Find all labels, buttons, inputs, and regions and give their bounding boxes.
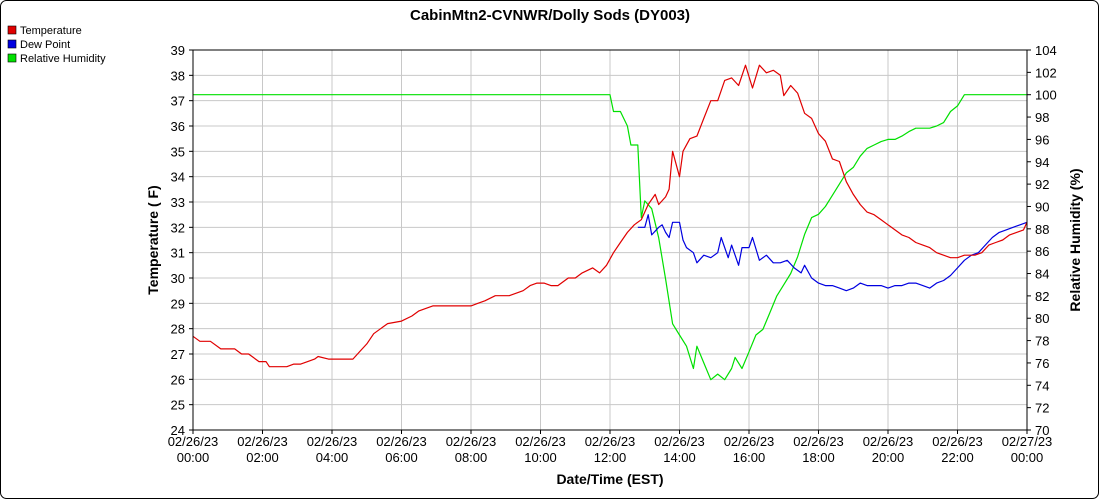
y-tick-label: 32 xyxy=(171,220,185,235)
x-tick-time: 00:00 xyxy=(177,450,210,465)
x-tick-date: 02/26/23 xyxy=(307,434,358,449)
x-tick-time: 08:00 xyxy=(455,450,488,465)
y2-tick-label: 84 xyxy=(1035,267,1049,282)
legend-label-relative-humidity: Relative Humidity xyxy=(20,53,106,65)
x-tick-time: 06:00 xyxy=(385,450,418,465)
y-tick-label: 28 xyxy=(171,322,185,337)
y2-tick-label: 98 xyxy=(1035,110,1049,125)
y2-tick-label: 76 xyxy=(1035,356,1049,371)
legend-label-temperature: Temperature xyxy=(20,25,82,37)
y2-tick-label: 100 xyxy=(1035,88,1057,103)
y-axis-ticks: 24 25 26 27 28 29 30 31 32 33 34 35 36 37 38 39 xyxy=(171,43,193,438)
y2-tick-label: 88 xyxy=(1035,222,1049,237)
x-tick-date: 02/26/23 xyxy=(932,434,983,449)
x-tick-date: 02/26/23 xyxy=(168,434,219,449)
series-layer xyxy=(192,64,1028,381)
legend-swatch-temperature xyxy=(7,25,17,35)
legend-swatch-dew-point xyxy=(7,39,17,49)
x-tick-date: 02/26/23 xyxy=(237,434,288,449)
y2-tick-label: 80 xyxy=(1035,311,1049,326)
series-line-temperature xyxy=(192,64,1028,368)
x-tick-time: 02:00 xyxy=(246,450,279,465)
y2-tick-label: 92 xyxy=(1035,177,1049,192)
x-tick-date: 02/27/23 xyxy=(1002,434,1053,449)
y2-tick-label: 78 xyxy=(1035,334,1049,349)
x-tick-time: 14:00 xyxy=(663,450,696,465)
y-tick-label: 25 xyxy=(171,398,185,413)
y-tick-label: 33 xyxy=(171,195,185,210)
x-axis-title: Date/Time (EST) xyxy=(556,471,663,487)
y-tick-label: 34 xyxy=(171,170,185,185)
x-tick-time: 16:00 xyxy=(733,450,766,465)
y-axis-title: Temperature ( F) xyxy=(145,185,161,294)
y2-tick-label: 90 xyxy=(1035,199,1049,214)
y2-axis-title: Relative Humidity (%) xyxy=(1067,168,1083,311)
y-tick-label: 37 xyxy=(171,94,185,109)
y2-tick-label: 82 xyxy=(1035,289,1049,304)
x-tick-time: 10:00 xyxy=(524,450,557,465)
y2-tick-label: 96 xyxy=(1035,132,1049,147)
y-tick-label: 36 xyxy=(171,119,185,134)
x-tick-date: 02/26/23 xyxy=(585,434,636,449)
y2-tick-label: 72 xyxy=(1035,401,1049,416)
x-tick-date: 02/26/23 xyxy=(724,434,775,449)
y2-tick-label: 104 xyxy=(1035,43,1057,58)
x-tick-date: 02/26/23 xyxy=(515,434,566,449)
y2-tick-label: 102 xyxy=(1035,65,1057,80)
y2-tick-label: 74 xyxy=(1035,378,1049,393)
x-tick-date: 02/26/23 xyxy=(793,434,844,449)
x-tick-time: 20:00 xyxy=(872,450,905,465)
x-tick-date: 02/26/23 xyxy=(863,434,914,449)
y-tick-label: 27 xyxy=(171,347,185,362)
y-tick-label: 24 xyxy=(171,423,185,438)
y-tick-label: 39 xyxy=(171,43,185,58)
y-tick-label: 29 xyxy=(171,296,185,311)
legend: Temperature Dew Point Relative Humidity xyxy=(7,25,106,65)
y-tick-label: 38 xyxy=(171,68,185,83)
chart-title: CabinMtn2-CVNWR/Dolly Sods (DY003) xyxy=(410,7,690,24)
x-axis-ticks: 02/26/2300:0002/26/2302:0002/26/2304:000… xyxy=(168,430,1053,465)
x-tick-time: 12:00 xyxy=(594,450,627,465)
x-tick-time: 22:00 xyxy=(941,450,974,465)
y-tick-label: 35 xyxy=(171,144,185,159)
y2-tick-label: 86 xyxy=(1035,244,1049,259)
x-tick-date: 02/26/23 xyxy=(654,434,705,449)
x-tick-time: 04:00 xyxy=(316,450,349,465)
x-tick-date: 02/26/23 xyxy=(446,434,497,449)
x-tick-time: 00:00 xyxy=(1011,450,1044,465)
y2-tick-label: 70 xyxy=(1035,423,1049,438)
legend-label-dew-point: Dew Point xyxy=(20,39,70,51)
y-tick-label: 31 xyxy=(171,246,185,261)
x-tick-time: 18:00 xyxy=(802,450,835,465)
legend-swatch-relative-humidity xyxy=(7,53,17,63)
y-tick-label: 26 xyxy=(171,372,185,387)
series-line-relative-humidity xyxy=(193,94,1027,381)
series-line-dew-point xyxy=(637,214,1028,292)
y2-tick-label: 94 xyxy=(1035,155,1049,170)
x-tick-date: 02/26/23 xyxy=(376,434,427,449)
y-tick-label: 30 xyxy=(171,271,185,286)
y2-axis-ticks: 70 72 74 76 78 80 82 84 86 88 90 92 94 96 98 100 102 104 xyxy=(1027,43,1057,438)
